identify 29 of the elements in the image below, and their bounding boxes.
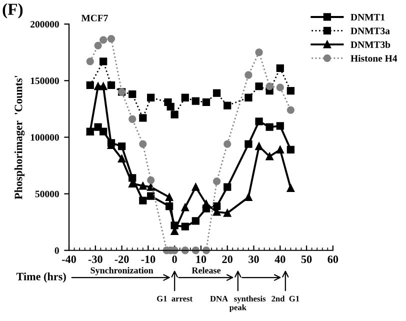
x-axis-title: Time (hrs) <box>16 272 66 283</box>
x-tick-label: 50 <box>301 256 312 264</box>
y-tick-label: 200000 <box>30 20 59 28</box>
y-tick-label: 150000 <box>30 78 59 84</box>
y-tick-label: 50000 <box>35 190 59 198</box>
x-tick-label: -30 <box>88 256 102 264</box>
y-tick-label: 0 <box>54 247 59 254</box>
legend-label: Histone H4 <box>350 54 398 62</box>
x-tick-label: 30 <box>248 256 259 264</box>
x-tick-label: 40 <box>274 256 286 264</box>
legend-label: DNMT3a <box>350 28 390 34</box>
chart-title: (F) <box>2 3 23 18</box>
text: G1 arrest <box>157 296 193 302</box>
y-axis-title: Phosphorimager 'Counts' <box>14 76 25 200</box>
text: DNA synthesis peak <box>210 296 266 312</box>
x-tick-label: -20 <box>114 256 129 264</box>
text: Synchronization <box>90 267 154 276</box>
x-tick-label: 0 <box>172 256 177 264</box>
legend-label: DNMT3b <box>350 41 390 48</box>
text: Release <box>192 267 221 274</box>
x-tick-label: 20 <box>222 256 232 264</box>
legend-label: DNMT1 <box>350 14 385 20</box>
x-tick-label: -40 <box>62 256 76 264</box>
x-tick-label: 10 <box>196 256 206 264</box>
y-tick-label: 100000 <box>30 134 59 141</box>
text: 2nd G1 <box>272 296 300 302</box>
chart-subtitle: MCF7 <box>81 14 108 22</box>
x-tick-label: 60 <box>328 256 338 264</box>
x-tick-label: -10 <box>141 256 156 264</box>
